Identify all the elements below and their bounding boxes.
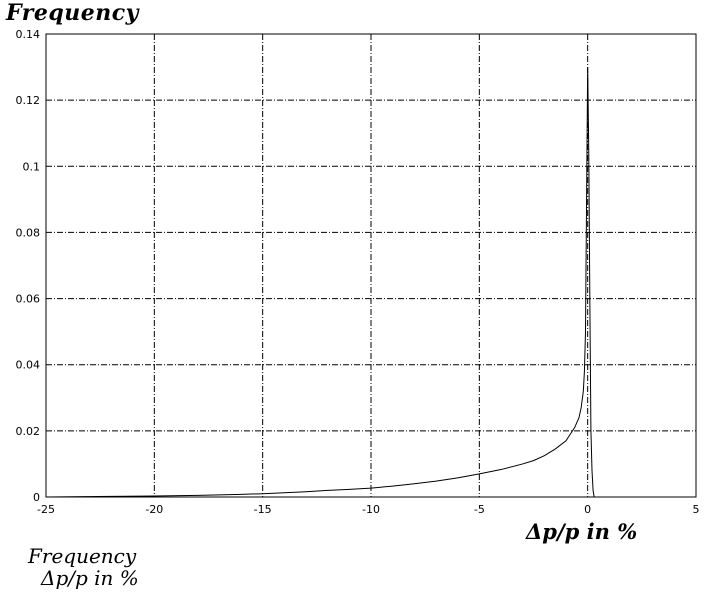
x-tick-label: -10 — [362, 503, 380, 516]
x-tick-label: 5 — [693, 503, 700, 516]
y-tick-label: 0.08 — [16, 226, 41, 239]
y-tick-label: 0 — [33, 491, 40, 504]
y-tick-label: 0.04 — [16, 359, 41, 372]
x-tick-label: -20 — [145, 503, 163, 516]
x-tick-label: -15 — [254, 503, 272, 516]
grid-lines — [46, 34, 696, 497]
footer-label-frequency: Frequency — [28, 544, 137, 568]
x-tick-label: -5 — [474, 503, 485, 516]
y-tick-label: 0.12 — [16, 94, 41, 107]
y-tick-label: 0.06 — [16, 293, 41, 306]
x-tick-label: 0 — [584, 503, 591, 516]
series-line — [45, 67, 595, 498]
y-tick-label: 0.14 — [16, 28, 41, 41]
footer-label-dpp: Δp/p in % — [41, 566, 139, 590]
tick-labels: -25 -20 -15 -10 -5 0 5 0 0.02 0.04 0.06 0.08 0.1 0.12… — [16, 28, 700, 516]
y-tick-label: 0.1 — [23, 160, 41, 173]
x-tick-label: -25 — [37, 503, 55, 516]
y-axis-label: Frequency — [6, 0, 139, 26]
x-axis-label: Δp/p in % — [526, 519, 638, 544]
plot-frame — [45, 33, 697, 498]
y-tick-label: 0.02 — [16, 425, 41, 438]
